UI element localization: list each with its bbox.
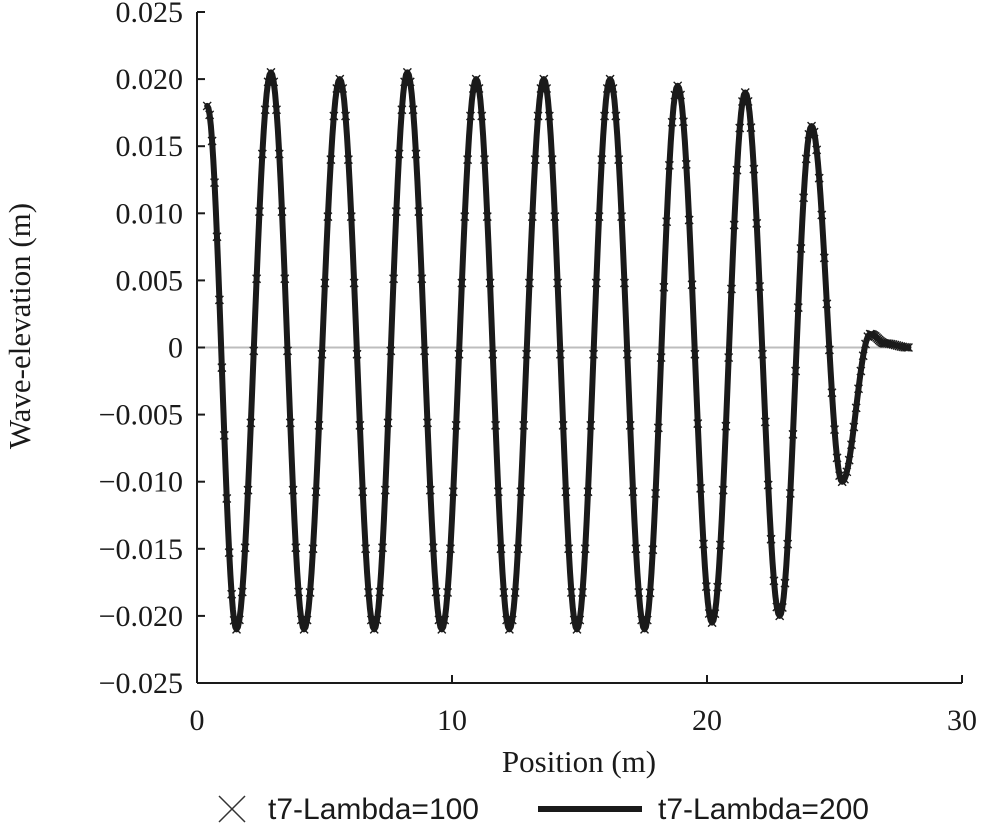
y-tick-label: −0.020 (99, 600, 183, 633)
tick-labels: 0.025 0.020 0.015 0.010 0.005 0 −0.005 −0.010 −0… (99, 0, 977, 737)
y-tick-label: 0.005 (116, 264, 184, 297)
y-tick-label: −0.005 (99, 399, 183, 432)
legend-label-series-2: t7-Lambda=200 (658, 793, 869, 826)
y-tick-label: −0.010 (99, 466, 183, 499)
x-tick-label: 20 (692, 704, 722, 737)
y-axis-title: Wave-elevation (m) (2, 203, 37, 449)
y-tick-label: 0.020 (116, 63, 184, 96)
legend: t7-Lambda=100 t7-Lambda=200 (218, 793, 869, 826)
y-tick-label: 0 (168, 332, 183, 365)
axes (196, 11, 963, 684)
y-tick-label: 0.025 (116, 0, 184, 29)
y-tick-label: −0.025 (99, 667, 183, 700)
x-tick-label: 0 (190, 704, 205, 737)
legend-marker-x (218, 795, 246, 823)
legend-label-series-1: t7-Lambda=100 (268, 793, 479, 826)
series-line-2 (204, 69, 912, 633)
x-axis-title: Position (m) (502, 744, 656, 779)
series-layer (202, 67, 913, 634)
y-tick-label: −0.015 (99, 533, 183, 566)
x-tick-label: 10 (437, 704, 467, 737)
y-tick-label: 0.010 (116, 197, 184, 230)
y-tick-label: 0.015 (116, 130, 184, 163)
x-tick-label: 30 (947, 704, 977, 737)
